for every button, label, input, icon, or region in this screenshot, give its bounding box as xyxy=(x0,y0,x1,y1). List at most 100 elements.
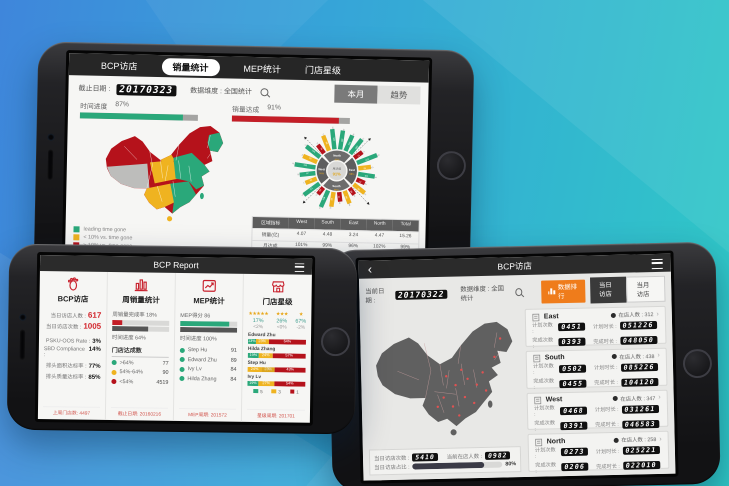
legend-yellow-icon xyxy=(73,234,80,241)
person-name: Hilda Zhang xyxy=(247,346,276,352)
star-pct: 26% xyxy=(276,318,288,325)
back-icon[interactable]: ‹ xyxy=(367,261,373,277)
star-distribution-bar: 24% 23% 43% xyxy=(247,366,306,373)
date-label: 当前日期 : xyxy=(365,288,385,305)
table-cell: 4.47 xyxy=(366,230,393,243)
kpi-label: SBD Compliance : xyxy=(43,346,85,359)
bucket-value: 90 xyxy=(162,370,169,377)
search-icon[interactable] xyxy=(515,288,523,297)
camera-icon xyxy=(46,133,55,141)
search-icon[interactable] xyxy=(259,88,269,97)
home-button[interactable] xyxy=(436,150,466,180)
kpi-label: 排头质量达标率 : xyxy=(45,373,87,381)
region-card-south[interactable]: South 在店人数 : 438 › 计划次数 : 0502 计划时长 :08522… xyxy=(525,347,668,392)
time-progress-pct: 87% xyxy=(115,101,130,109)
tab-sales-stats[interactable]: 销量统计 xyxy=(161,57,220,76)
visits-count-display: 5410 xyxy=(412,452,438,462)
tab-month-visits[interactable]: 当月访店 xyxy=(626,275,666,303)
region-people: 在店人数 : 347 xyxy=(620,395,656,403)
kpi-value: 1005 xyxy=(83,321,102,332)
col-title: MEP统计 xyxy=(193,296,225,306)
tab-mep-stats[interactable]: MEP统计 xyxy=(243,63,282,75)
svg-text:104: 104 xyxy=(311,150,316,154)
region-card-north[interactable]: North 在店人数 : 258 › 计划次数 : 0273 计划时长 :02522… xyxy=(527,430,670,475)
star-delta: -2% xyxy=(296,325,306,331)
svg-text:72: 72 xyxy=(338,195,340,198)
svg-text:GX: GX xyxy=(370,166,374,168)
visits-summary: 当日访店次数 : 5410 当前在店人数 : 0982 当日访店占比 : 80% xyxy=(368,446,522,476)
svg-text:ZJ: ZJ xyxy=(361,137,364,140)
ratio-pct: 80% xyxy=(505,461,517,468)
tab-today-visits[interactable]: 当日访店 xyxy=(589,276,627,304)
bar-segment: 43% xyxy=(274,366,306,373)
legend-green-icon xyxy=(73,226,80,233)
store-icon xyxy=(533,355,541,363)
star-delta: <0% xyxy=(276,325,287,331)
visits-screen: ‹ BCP访店 当前日期 : 20170322 数据维度 : 全国统计 数据排行… xyxy=(355,250,679,484)
plan-duration-label: 计划时长 : xyxy=(595,448,620,456)
report-col-visits: BCP访店 当日访店人数 :617 当日访店次数 :1005 PSKU-OOS … xyxy=(37,271,108,420)
trend-button[interactable]: 趋势 xyxy=(377,85,421,105)
region-card-west[interactable]: West 在店人数 : 347 › 计划次数 : 0468 计划时长 :031261… xyxy=(526,389,669,433)
person-name: Edward Zhu xyxy=(187,356,217,364)
done-count-label: 完成次数 : xyxy=(533,378,555,392)
svg-text:70: 70 xyxy=(358,179,362,182)
rank-button[interactable]: 数据排行 xyxy=(540,279,586,304)
star-bar-legend: 5 3 1 xyxy=(247,388,305,394)
green-dot-icon xyxy=(179,357,185,363)
china-map-gray[interactable] xyxy=(366,309,521,449)
menu-icon[interactable] xyxy=(651,258,663,270)
date-display[interactable]: 20170323 xyxy=(116,83,177,96)
chevron-right-icon: › xyxy=(659,435,662,443)
svg-text:118: 118 xyxy=(303,165,307,168)
people-count-display: 0982 xyxy=(484,451,511,460)
table-header-cell: 区域指标 xyxy=(252,216,289,229)
svg-text:95%: 95% xyxy=(335,158,341,161)
kpi-value: 617 xyxy=(87,310,102,320)
done-duration-label: 完成时长 : xyxy=(593,338,618,345)
svg-text:98: 98 xyxy=(325,142,328,146)
shop-icon xyxy=(271,281,284,293)
kpi-label: 当日访店人数 : xyxy=(50,312,86,320)
star-group-3: ★★★ 26% <0% xyxy=(276,311,288,330)
person-name: Step Hu xyxy=(187,347,208,354)
bar-segment: 19% xyxy=(247,352,259,359)
time-progress: 时间进度 87% xyxy=(79,100,198,121)
people-dot-icon xyxy=(610,312,616,318)
done-duration-label: 完成时长 : xyxy=(595,421,619,429)
plan-duration-display: 025221 xyxy=(622,446,660,456)
date-label: 截止日期 : xyxy=(78,85,111,93)
svg-text:SC: SC xyxy=(319,206,322,210)
person-name: Edward Zhu xyxy=(248,332,276,338)
home-button[interactable] xyxy=(682,348,712,378)
star-distribution-bar: 19% 27% 54% xyxy=(247,380,306,387)
date-display[interactable]: 20170322 xyxy=(394,289,448,300)
green-dot-icon xyxy=(179,347,185,353)
time-progress-bar xyxy=(112,326,149,332)
table-header-cell: Total xyxy=(392,219,419,232)
report-screen: BCP Report BCP访店 当日访店人数 :617 当日访店次数 :100… xyxy=(34,251,316,426)
kpi-value: 77% xyxy=(88,363,101,370)
plan-count-display: 0451 xyxy=(558,322,586,332)
tab-store-rating[interactable]: 门店星级 xyxy=(304,64,342,76)
svg-text:HA: HA xyxy=(363,192,367,196)
svg-text:月达成: 月达成 xyxy=(333,167,342,171)
person-score: 89 xyxy=(230,357,237,364)
svg-text:120: 120 xyxy=(364,157,369,160)
bar-segment: 19% xyxy=(247,380,259,387)
svg-text:91%: 91% xyxy=(333,171,342,176)
kpi-value: 85% xyxy=(88,374,101,381)
tab-bcp-visits[interactable]: BCP访店 xyxy=(100,60,138,72)
svg-text:68: 68 xyxy=(319,189,323,193)
region-card-east[interactable]: East 在店人数 : 312 › 计划次数 : 0451 计划时长 :051226… xyxy=(524,305,667,349)
china-map-colored[interactable] xyxy=(74,119,252,227)
month-button[interactable]: 本月 xyxy=(334,84,378,104)
home-button[interactable] xyxy=(320,326,350,356)
list-title: 门店达成数 xyxy=(111,345,169,358)
svg-text:GZ: GZ xyxy=(316,193,320,197)
store-icon xyxy=(534,396,542,405)
person-name: Ivy Lv xyxy=(247,374,262,380)
menu-icon[interactable] xyxy=(294,263,305,272)
